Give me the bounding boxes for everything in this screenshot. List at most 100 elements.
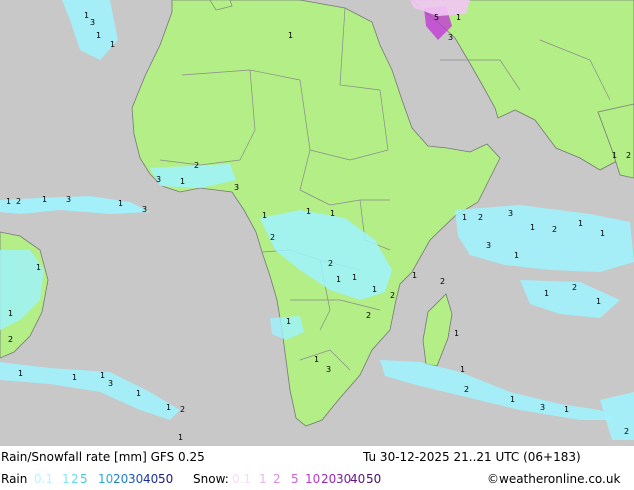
snow-area-caucasus xyxy=(410,0,470,16)
marker-label: 1 xyxy=(180,177,185,186)
rain-area-southern-africa xyxy=(270,316,304,340)
marker-label: 1 xyxy=(36,263,41,272)
marker-label: 2 xyxy=(8,335,13,344)
rain-legend-item: 0.1 xyxy=(34,472,54,486)
marker-label: 1 xyxy=(462,213,467,222)
marker-label: 1 xyxy=(456,13,461,22)
chart-title: Rain/Snowfall rate [mm] GFS 0.25 xyxy=(1,450,205,464)
marker-label: 5 xyxy=(434,13,439,22)
rain-legend-item: 5 xyxy=(80,472,88,486)
marker-label: 1 xyxy=(600,229,605,238)
rain-area-south-indian xyxy=(520,280,620,318)
marker-label: 2 xyxy=(572,283,577,292)
marker-label: 1 xyxy=(8,309,13,318)
marker-label: 3 xyxy=(234,183,239,192)
marker-label: 1 xyxy=(42,195,47,204)
marker-label: 3 xyxy=(448,33,453,42)
marker-label: 1 xyxy=(578,219,583,228)
india-landmass xyxy=(597,103,634,179)
marker-label: 1 xyxy=(288,31,293,40)
snow-legend-item: 30 xyxy=(336,472,352,486)
marker-label: 1 xyxy=(166,403,171,412)
snow-legend-item: 20 xyxy=(321,472,337,486)
marker-label: 3 xyxy=(156,175,161,184)
marker-label: 2 xyxy=(16,197,21,206)
snow-legend-item: 5 xyxy=(291,472,299,486)
rain-legend-item: 10 xyxy=(98,472,114,486)
marker-label: 1 xyxy=(96,31,101,40)
marker-label: 1 xyxy=(314,355,319,364)
mediterranean-island xyxy=(209,0,233,11)
marker-label: 3 xyxy=(486,241,491,250)
marker-label: 1 xyxy=(330,209,335,218)
marker-label: 1 xyxy=(510,395,515,404)
snow-legend-item: 1 xyxy=(259,472,267,486)
rain-area-south-america xyxy=(0,250,44,330)
snow-legend-item: 40 xyxy=(350,472,366,486)
snow-legend-item: 50 xyxy=(366,472,382,486)
marker-label: 1 xyxy=(6,197,11,206)
marker-label: 1 xyxy=(596,297,601,306)
precip-value-markers: 1 3 1 1 1 2 1 3 1 3 3 1 2 3 1 1 2 1 1 2 … xyxy=(6,11,631,442)
rain-area-north-atlantic xyxy=(62,0,118,60)
rain-area-atlantic xyxy=(0,196,150,214)
marker-label: 1 xyxy=(72,373,77,382)
marker-label: 1 xyxy=(100,371,105,380)
marker-label: 2 xyxy=(390,291,395,300)
marker-label: 1 xyxy=(136,389,141,398)
marker-label: 2 xyxy=(552,225,557,234)
marker-label: 1 xyxy=(336,275,341,284)
marker-label: 2 xyxy=(440,277,445,286)
marker-label: 1 xyxy=(460,365,465,374)
marker-label: 1 xyxy=(544,289,549,298)
marker-label: 2 xyxy=(626,151,631,160)
credit-link[interactable]: ©weatheronline.co.uk xyxy=(487,472,621,486)
marker-label: 1 xyxy=(286,317,291,326)
marker-label: 1 xyxy=(262,211,267,220)
rain-legend-label: Rain xyxy=(1,472,28,486)
marker-label: 1 xyxy=(118,199,123,208)
marker-label: 2 xyxy=(464,385,469,394)
rain-legend-item: 30 xyxy=(128,472,144,486)
footer-legend-row: Rain 0.1 1 2 5 10 20 30 40 50 Snow: 0.1 … xyxy=(0,468,634,490)
marker-label: 3 xyxy=(66,195,71,204)
marker-label: 3 xyxy=(108,379,113,388)
footer-title-row: Rain/Snowfall rate [mm] GFS 0.25 Tu 30-1… xyxy=(0,446,634,468)
marker-label: 1 xyxy=(612,151,617,160)
rain-area-mozambique-channel xyxy=(380,360,620,420)
snow-legend-item: 2 xyxy=(273,472,281,486)
forecast-timestamp: Tu 30-12-2025 21..21 UTC (06+183) xyxy=(363,450,581,464)
snow-legend-label: Snow: xyxy=(193,472,229,486)
precip-snow-areas xyxy=(410,0,470,40)
country-borders xyxy=(159,7,611,371)
marker-label: 1 xyxy=(372,285,377,294)
marker-label: 3 xyxy=(326,365,331,374)
rain-area-congo xyxy=(260,210,392,300)
rain-area-west-africa xyxy=(150,164,236,188)
marker-label: 3 xyxy=(142,205,147,214)
marker-label: 3 xyxy=(540,403,545,412)
rain-area-south-atlantic xyxy=(0,362,180,420)
rain-legend-item: 40 xyxy=(143,472,159,486)
marker-label: 1 xyxy=(564,405,569,414)
precipitation-map: 1 3 1 1 1 2 1 3 1 3 3 1 2 3 1 1 2 1 1 2 … xyxy=(0,0,634,446)
marker-label: 1 xyxy=(178,433,183,442)
marker-label: 1 xyxy=(84,11,89,20)
snow-legend-item: 0.1 xyxy=(232,472,252,486)
marker-label: 3 xyxy=(508,209,513,218)
precip-rain-areas xyxy=(0,0,634,440)
marker-label: 3 xyxy=(90,18,95,27)
snow-legend-item: 10 xyxy=(305,472,321,486)
marker-label: 1 xyxy=(412,271,417,280)
marker-label: 2 xyxy=(180,405,185,414)
marker-label: 2 xyxy=(270,233,275,242)
marker-label: 2 xyxy=(478,213,483,222)
marker-label: 2 xyxy=(194,161,199,170)
marker-label: 1 xyxy=(18,369,23,378)
rain-area-indian-ocean xyxy=(455,205,634,272)
marker-label: 1 xyxy=(514,251,519,260)
marker-label: 1 xyxy=(306,207,311,216)
marker-label: 1 xyxy=(352,273,357,282)
rain-area-far-south xyxy=(600,392,634,440)
marker-label: 2 xyxy=(328,259,333,268)
